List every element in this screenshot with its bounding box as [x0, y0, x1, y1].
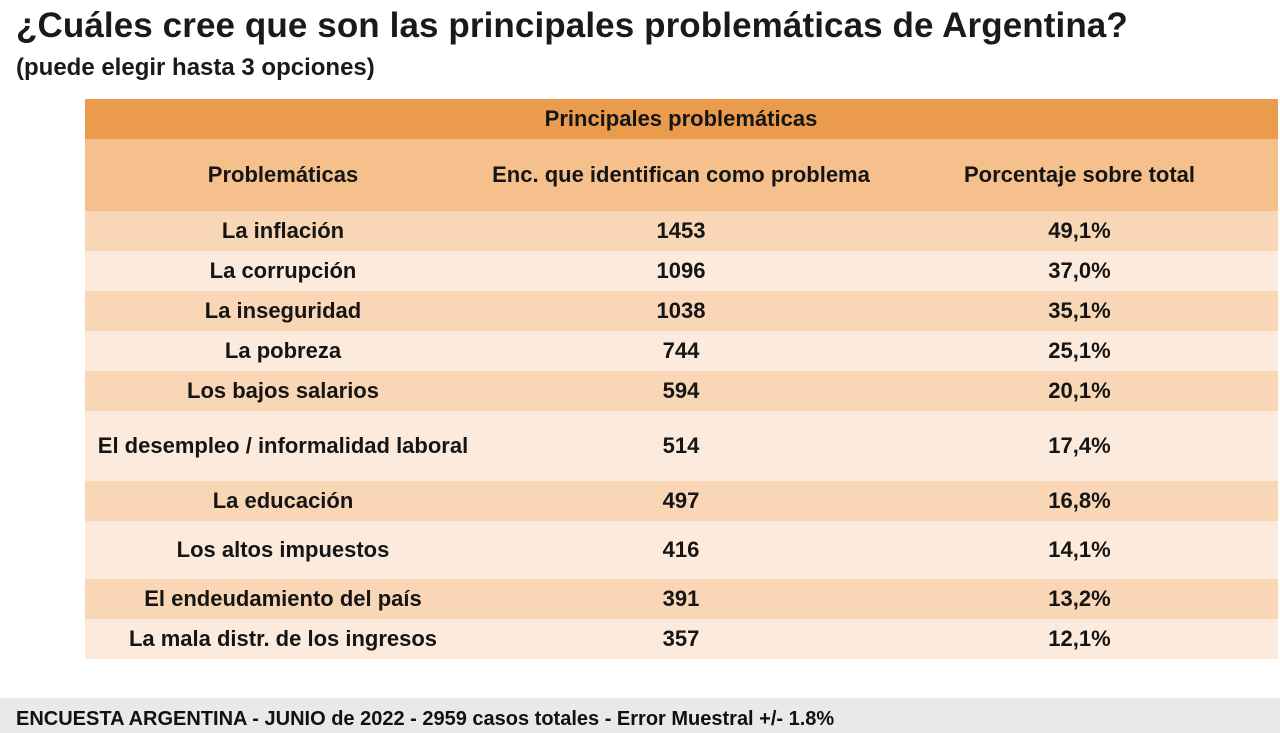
percent-cell: 37,0% [881, 251, 1278, 291]
table-row: El endeudamiento del país 391 13,2% [85, 579, 1278, 619]
table-row: La inseguridad 1038 35,1% [85, 291, 1278, 331]
problem-cell: Los bajos salarios [85, 371, 481, 411]
page-subtitle: (puede elegir hasta 3 opciones) [16, 54, 375, 81]
problem-cell: La inseguridad [85, 291, 481, 331]
table-row: La mala distr. de los ingresos 357 12,1% [85, 619, 1278, 659]
table-banner: Principales problemáticas [481, 99, 881, 139]
footer-bar [0, 698, 1280, 733]
table-row: Los altos impuestos 416 14,1% [85, 521, 1278, 579]
problem-cell: La pobreza [85, 331, 481, 371]
problem-cell: Los altos impuestos [85, 521, 481, 579]
count-cell: 1453 [481, 211, 881, 251]
page-title: ¿Cuáles cree que son las principales pro… [16, 6, 1128, 45]
table-row: La inflación 1453 49,1% [85, 211, 1278, 251]
percent-cell: 49,1% [881, 211, 1278, 251]
percent-cell: 20,1% [881, 371, 1278, 411]
percent-cell: 14,1% [881, 521, 1278, 579]
problem-cell: El endeudamiento del país [85, 579, 481, 619]
percent-cell: 35,1% [881, 291, 1278, 331]
footer-caption: ENCUESTA ARGENTINA - JUNIO de 2022 - 295… [16, 708, 835, 730]
count-cell: 1096 [481, 251, 881, 291]
percent-cell: 16,8% [881, 481, 1278, 521]
table-row: La corrupción 1096 37,0% [85, 251, 1278, 291]
problem-cell: La educación [85, 481, 481, 521]
problem-cell: La inflación [85, 211, 481, 251]
count-cell: 416 [481, 521, 881, 579]
column-header-porcentaje: Porcentaje sobre total [881, 139, 1278, 211]
table-row: Los bajos salarios 594 20,1% [85, 371, 1278, 411]
table-banner-row: Principales problemáticas [85, 99, 1278, 139]
table-row: El desempleo / informalidad laboral 514 … [85, 411, 1278, 481]
percent-cell: 25,1% [881, 331, 1278, 371]
problems-table: Principales problemáticas Problemáticas … [85, 99, 1278, 659]
count-cell: 514 [481, 411, 881, 481]
problem-cell: La corrupción [85, 251, 481, 291]
column-header-encuestados: Enc. que identifican como problema [481, 139, 881, 211]
column-header-problematicas: Problemáticas [85, 139, 481, 211]
count-cell: 391 [481, 579, 881, 619]
count-cell: 594 [481, 371, 881, 411]
count-cell: 357 [481, 619, 881, 659]
count-cell: 744 [481, 331, 881, 371]
percent-cell: 17,4% [881, 411, 1278, 481]
table-row: La educación 497 16,8% [85, 481, 1278, 521]
percent-cell: 13,2% [881, 579, 1278, 619]
problem-cell: El desempleo / informalidad laboral [85, 411, 481, 481]
percent-cell: 12,1% [881, 619, 1278, 659]
table-row: La pobreza 744 25,1% [85, 331, 1278, 371]
table-header-row: Problemáticas Enc. que identifican como … [85, 139, 1278, 211]
problem-cell: La mala distr. de los ingresos [85, 619, 481, 659]
count-cell: 1038 [481, 291, 881, 331]
count-cell: 497 [481, 481, 881, 521]
